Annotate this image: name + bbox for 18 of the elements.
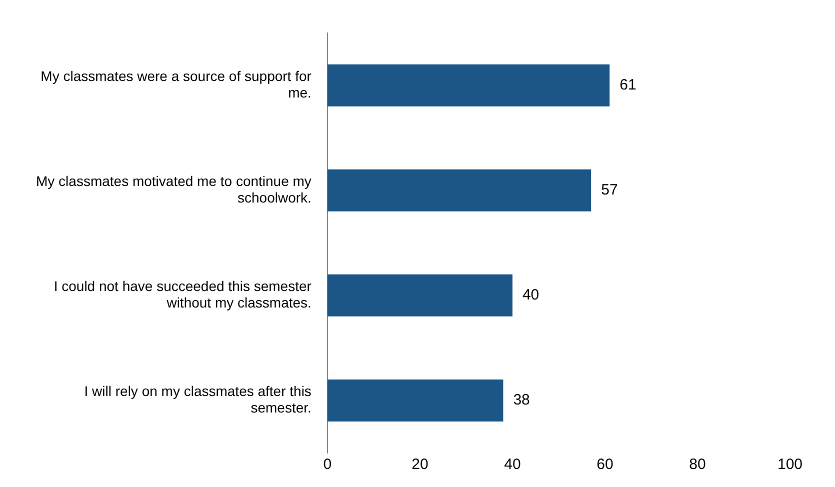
y-tick-label: I could not have succeeded this semester without my classmates. xyxy=(54,278,312,311)
x-tick-label: 40 xyxy=(504,456,521,474)
y-tick-label: I will rely on my classmates after this semester. xyxy=(84,382,312,416)
data-label: 61 xyxy=(620,76,636,94)
data-label: 57 xyxy=(601,182,618,199)
bar xyxy=(327,64,610,106)
x-tick-label: 20 xyxy=(412,456,428,474)
bar xyxy=(327,274,512,316)
x-tick-label: 0 xyxy=(323,456,332,474)
y-tick-label: My classmates were a source of support for me. xyxy=(40,68,312,101)
x-tick-label: 100 xyxy=(777,456,803,474)
x-tick-label: 80 xyxy=(689,456,706,474)
data-label: 40 xyxy=(522,286,540,304)
data-label: 38 xyxy=(513,392,530,409)
y-tick-label: My classmates motivated me to continue my schoolwork. xyxy=(36,172,312,206)
x-tick-label: 60 xyxy=(596,456,614,474)
bar xyxy=(327,169,592,212)
bar xyxy=(327,379,504,422)
